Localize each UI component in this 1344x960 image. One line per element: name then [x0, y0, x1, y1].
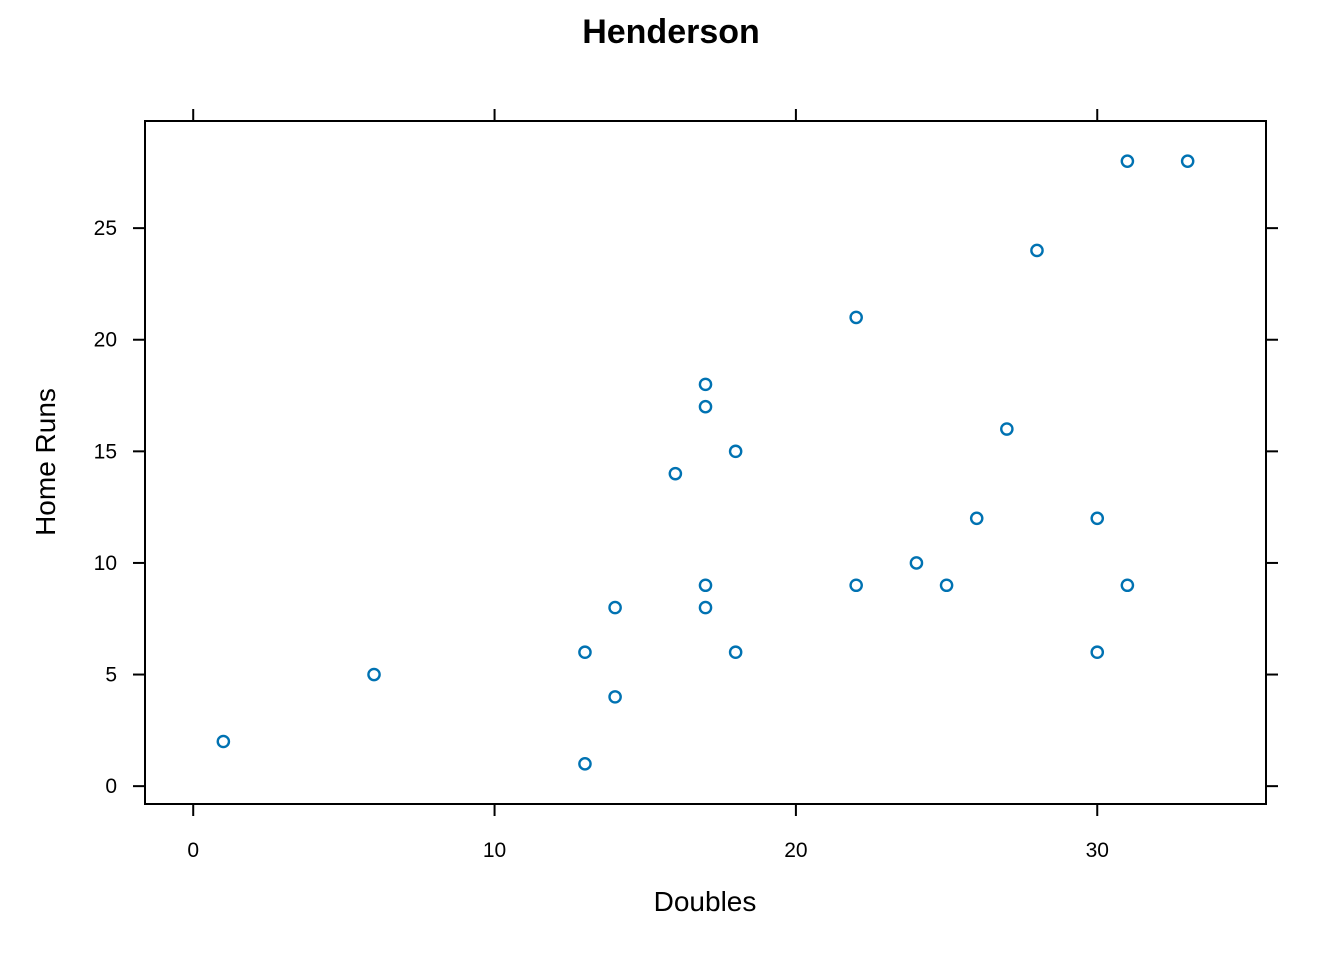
data-point — [698, 600, 713, 615]
data-point — [1120, 578, 1135, 593]
data-point — [1030, 243, 1044, 258]
data-point — [1000, 422, 1014, 436]
x-axis-label: Doubles — [654, 886, 757, 917]
data-point — [216, 734, 231, 749]
data-point — [578, 645, 592, 660]
x-tick-label-0: 0 — [187, 839, 199, 862]
data-point — [849, 310, 863, 325]
chart-title: Henderson — [582, 13, 760, 51]
data-point — [909, 556, 924, 570]
plot-frame — [144, 120, 1267, 805]
y-tick-label-0: 0 — [105, 775, 117, 798]
data-point — [668, 466, 683, 481]
data-point — [1120, 154, 1135, 168]
x-axis: 0 10 20 30 — [187, 109, 1109, 862]
x-tick-label-1: 10 — [483, 839, 506, 862]
data-point — [698, 399, 713, 414]
data-point — [1090, 511, 1105, 526]
data-point — [849, 578, 863, 593]
y-tick-label-2: 10 — [94, 552, 117, 575]
y-tick-label-5: 25 — [94, 217, 117, 240]
data-point — [608, 690, 622, 704]
y-tick-label-1: 5 — [105, 664, 117, 687]
x-tick-label-3: 30 — [1086, 839, 1109, 862]
y-axis-label: Home Runs — [30, 388, 61, 536]
data-point — [969, 511, 984, 526]
y-axis: 0 5 10 15 20 25 — [94, 217, 1278, 798]
data-point — [367, 667, 381, 682]
data-point — [728, 444, 743, 459]
x-tick-label-2: 20 — [784, 839, 807, 862]
data-point — [939, 578, 954, 593]
data-point — [608, 600, 622, 615]
data-point — [578, 757, 592, 771]
y-tick-label-3: 15 — [94, 440, 117, 463]
data-point — [728, 645, 743, 660]
data-point — [1180, 154, 1195, 168]
data-points — [216, 154, 1195, 771]
data-point — [698, 578, 713, 593]
y-tick-label-4: 20 — [94, 329, 117, 352]
data-point — [1090, 645, 1105, 660]
data-point — [698, 377, 713, 392]
